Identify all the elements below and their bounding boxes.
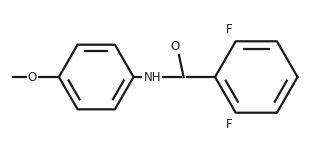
Text: F: F xyxy=(226,23,232,36)
Text: O: O xyxy=(28,71,37,84)
Text: F: F xyxy=(226,118,232,131)
Text: O: O xyxy=(170,40,180,53)
Text: NH: NH xyxy=(144,71,161,84)
